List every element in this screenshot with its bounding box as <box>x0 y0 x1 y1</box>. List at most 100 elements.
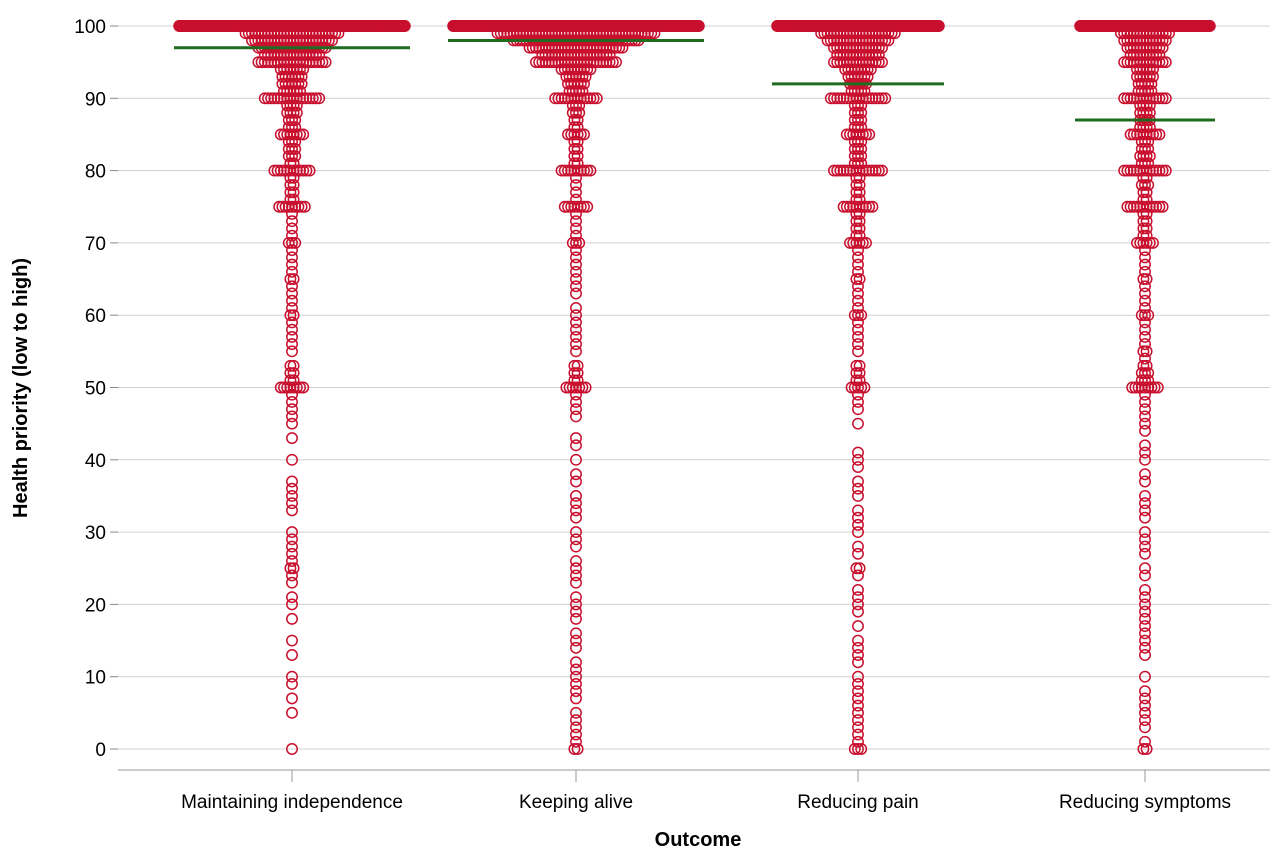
data-point <box>570 497 582 510</box>
data-point <box>852 511 864 524</box>
data-point <box>306 56 319 69</box>
data-point <box>568 150 581 163</box>
data-point <box>555 164 568 177</box>
data-point <box>533 41 546 54</box>
data-point <box>242 27 255 40</box>
data-point <box>590 56 603 69</box>
data-point <box>1151 381 1164 394</box>
data-point <box>837 164 850 177</box>
data-point <box>1139 583 1151 596</box>
data-point <box>1140 193 1153 206</box>
data-point <box>1124 41 1137 54</box>
data-point <box>1137 229 1150 242</box>
data-point <box>570 569 582 582</box>
data-point <box>1140 27 1153 40</box>
data-point <box>1134 99 1147 112</box>
data-point <box>319 34 332 47</box>
data-point <box>491 27 504 40</box>
data-point <box>271 34 284 47</box>
data-point <box>852 699 864 712</box>
data-point <box>552 48 565 61</box>
data-point <box>844 164 856 177</box>
data-point <box>852 670 864 683</box>
data-point <box>594 41 606 54</box>
data-point <box>616 27 629 40</box>
data-point <box>850 186 863 199</box>
data-point <box>1137 164 1150 177</box>
data-point <box>295 70 308 83</box>
data-point <box>1139 77 1151 90</box>
data-point <box>1121 164 1134 177</box>
data-point <box>1127 128 1140 141</box>
data-point <box>853 208 866 220</box>
data-point <box>1124 48 1137 61</box>
data-point <box>1143 41 1156 54</box>
y-tick-label: 100 <box>74 17 106 38</box>
data-point <box>1134 63 1147 76</box>
data-point <box>258 34 271 47</box>
data-point <box>329 27 342 40</box>
data-point <box>284 374 297 387</box>
data-point <box>287 309 300 322</box>
data-point <box>610 56 622 69</box>
data-point <box>850 208 863 220</box>
data-point <box>570 258 582 271</box>
data-point <box>850 273 863 285</box>
data-point <box>271 56 284 69</box>
data-point <box>840 128 853 141</box>
data-point <box>398 20 411 32</box>
data-point <box>853 171 866 184</box>
data-point <box>855 743 868 755</box>
data-point <box>848 99 861 112</box>
data-point <box>692 20 705 32</box>
data-point <box>648 27 661 40</box>
data-point <box>566 99 579 112</box>
data-point <box>1139 475 1151 488</box>
data-point <box>574 128 587 141</box>
data-point <box>1140 273 1153 285</box>
data-point <box>1156 164 1169 177</box>
data-point <box>287 157 300 170</box>
data-point <box>852 547 864 560</box>
data-point <box>286 280 298 293</box>
data-point <box>1159 27 1172 40</box>
data-point <box>517 27 530 40</box>
data-point <box>571 164 584 177</box>
y-tick-label: 50 <box>85 379 106 400</box>
data-point <box>1142 77 1155 90</box>
data-point <box>850 359 863 372</box>
data-point <box>1153 34 1166 47</box>
data-point <box>563 381 576 394</box>
data-point <box>316 27 329 40</box>
data-point <box>581 200 594 213</box>
data-point <box>642 27 654 40</box>
data-point <box>824 34 837 47</box>
data-point <box>536 27 549 40</box>
data-point <box>530 56 542 69</box>
data-point <box>286 612 298 625</box>
data-point <box>590 27 603 40</box>
data-point <box>848 142 861 155</box>
data-point <box>606 41 619 54</box>
data-point <box>869 27 882 40</box>
data-point <box>286 251 298 264</box>
data-point <box>284 164 297 177</box>
y-tick-label: 60 <box>85 306 106 327</box>
data-point <box>286 533 298 546</box>
data-point <box>852 692 864 705</box>
data-point <box>555 56 568 69</box>
data-point <box>1121 92 1134 105</box>
data-point <box>533 27 546 40</box>
data-point <box>852 106 864 119</box>
data-point <box>869 48 882 61</box>
data-point <box>1127 164 1140 177</box>
data-point <box>1139 251 1151 264</box>
data-point <box>1135 367 1148 379</box>
data-point <box>613 27 626 40</box>
data-point <box>570 309 582 322</box>
data-point <box>570 410 582 423</box>
data-point <box>1140 41 1153 54</box>
data-point <box>246 27 258 40</box>
data-point <box>570 706 582 719</box>
data-point <box>850 41 863 54</box>
